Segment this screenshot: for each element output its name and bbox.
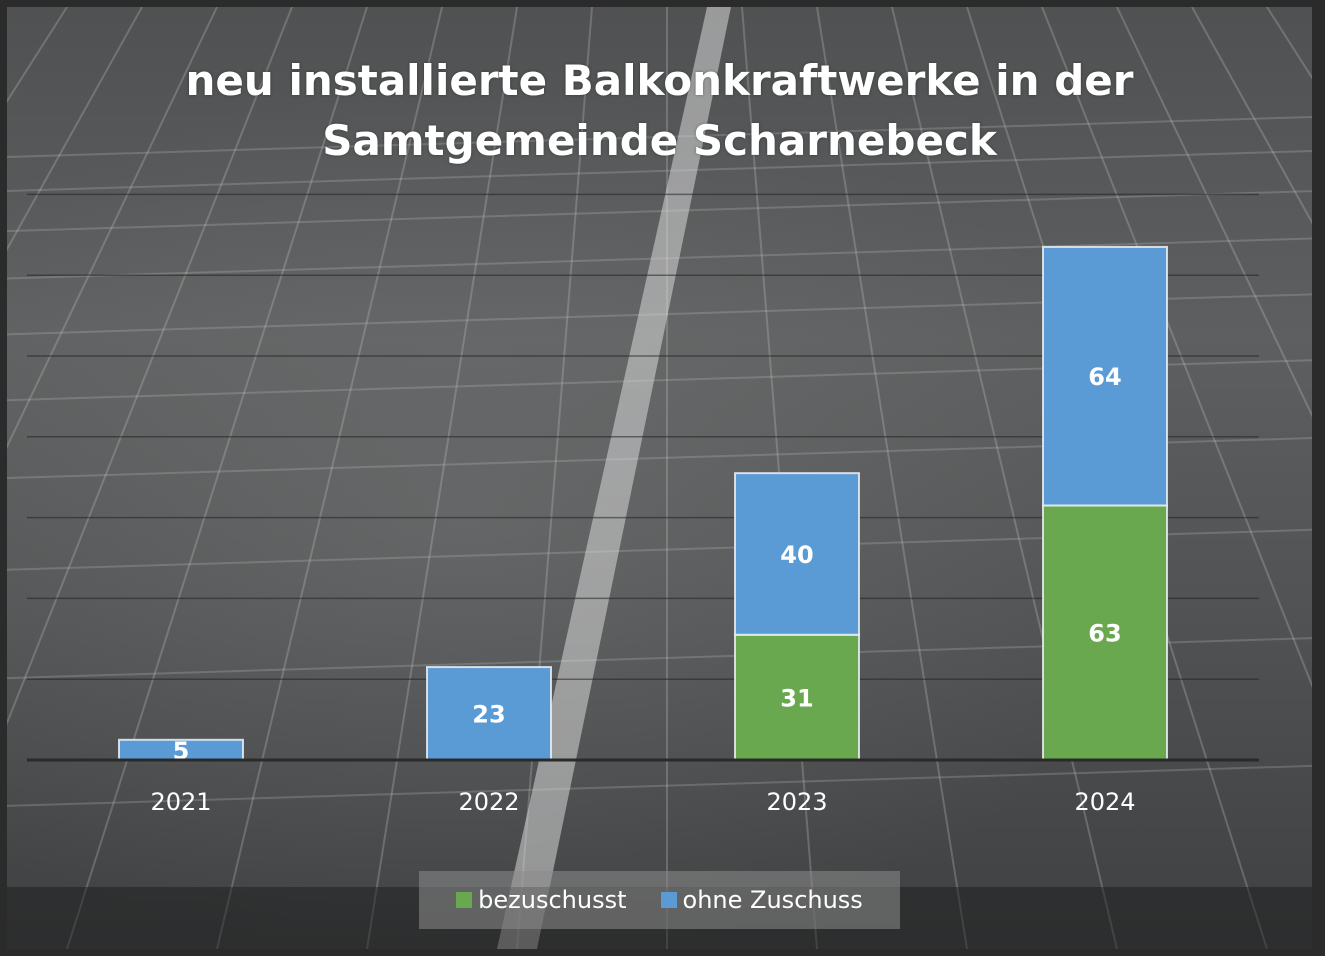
- bar-2023-ohne-zuschuss: [734, 472, 860, 636]
- legend-swatch-ohne-zuschuss: [660, 892, 677, 908]
- legend-label-bezuschusst: bezuschusst: [478, 886, 627, 914]
- chart-title: neu installierte Balkonkraftwerke in der…: [185, 56, 1134, 165]
- solar-panel-background: [7, 7, 1312, 949]
- chart-frame: neu installierte Balkonkraftwerke in der…: [7, 7, 1312, 949]
- data-label-2023-bezuschusst: 31: [780, 684, 813, 712]
- data-label-2023-ohne-zuschuss: 40: [780, 541, 813, 569]
- legend-swatch-bezuschusst: [456, 892, 473, 908]
- panel-frame-strip: [497, 7, 731, 949]
- x-tick-label-2021: 2021: [150, 788, 211, 816]
- bar-2022-ohne-zuschuss: [426, 666, 552, 762]
- bar-2024-ohne-zuschuss: [1042, 245, 1168, 507]
- legend-item-bezuschusst: bezuschusst: [456, 886, 627, 914]
- bar-2023-bezuschusst: [734, 633, 860, 762]
- bar-2024-bezuschusst: [1042, 504, 1168, 762]
- x-tick-label-2022: 2022: [458, 788, 519, 816]
- legend-label-ohne-zuschuss: ohne Zuschuss: [682, 886, 863, 914]
- data-label-2021-ohne-zuschuss: 5: [173, 737, 190, 765]
- chart-plot: 5 2021 23 2022 31 40 2023 63 64 2024: [27, 193, 1259, 816]
- data-label-2022-ohne-zuschuss: 23: [472, 701, 505, 729]
- data-label-2024-bezuschusst: 63: [1088, 620, 1121, 648]
- data-label-2024-ohne-zuschuss: 64: [1088, 363, 1121, 391]
- legend-item-ohne-zuschuss: ohne Zuschuss: [660, 886, 863, 914]
- x-tick-label-2023: 2023: [766, 788, 827, 816]
- legend: bezuschusst ohne Zuschuss: [419, 871, 900, 929]
- x-tick-label-2024: 2024: [1074, 788, 1135, 816]
